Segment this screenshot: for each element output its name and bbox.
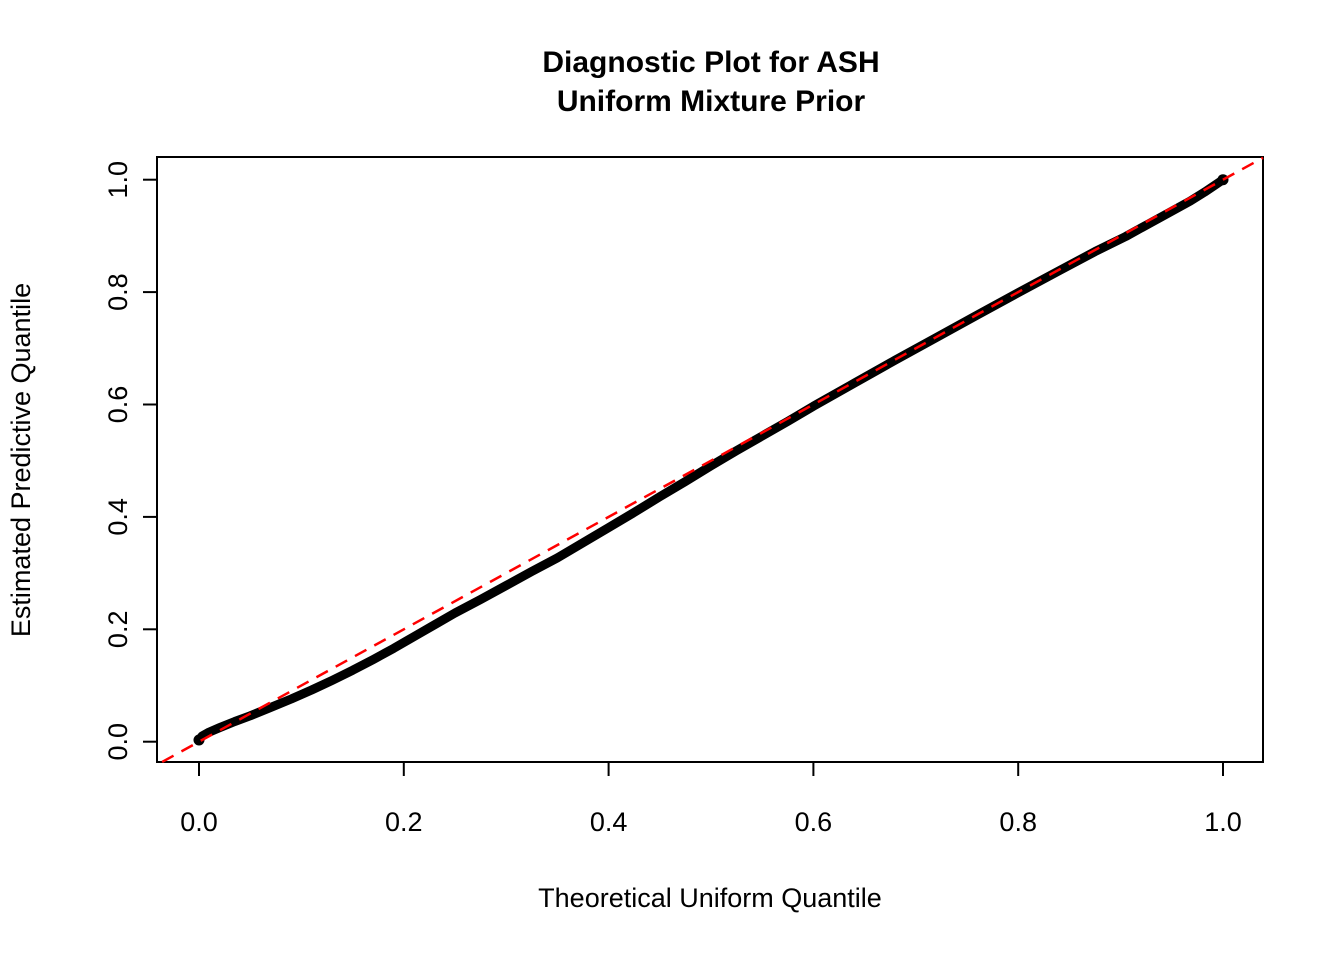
x-axis-title: Theoretical Uniform Quantile [538, 883, 882, 913]
y-axis-tick-label: 0.4 [103, 498, 133, 536]
chart-title-line-2: Uniform Mixture Prior [557, 85, 866, 118]
x-axis-tick-label: 0.0 [180, 807, 218, 837]
chart-title-line-1: Diagnostic Plot for ASH [542, 46, 879, 79]
x-axis-tick-label: 0.8 [999, 807, 1037, 837]
x-axis-tick-label: 1.0 [1204, 807, 1242, 837]
identity-reference-line [161, 156, 1264, 764]
curve-start-point-blob [193, 734, 205, 746]
y-axis-tick-label: 0.0 [103, 723, 133, 761]
y-axis-tick-label: 0.8 [103, 273, 133, 311]
y-axis-title: Estimated Predictive Quantile [6, 283, 36, 637]
y-axis-tick-label: 0.2 [103, 611, 133, 649]
y-axis-tick-label: 0.6 [103, 386, 133, 424]
plot-area-border [156, 156, 1264, 763]
y-axis-tick-label: 1.0 [103, 161, 133, 199]
x-axis-tick-label: 0.4 [590, 807, 628, 837]
reference-line-layer [161, 156, 1264, 764]
y-axis-ticks: 0.0 0.2 0.4 0.6 0.8 1.0 [103, 161, 157, 761]
x-axis-ticks: 0.0 0.2 0.4 0.6 0.8 1.0 [180, 762, 1242, 837]
x-axis-tick-label: 0.2 [385, 807, 423, 837]
x-axis-tick-label: 0.6 [795, 807, 833, 837]
qq-points-curve [194, 175, 1228, 745]
